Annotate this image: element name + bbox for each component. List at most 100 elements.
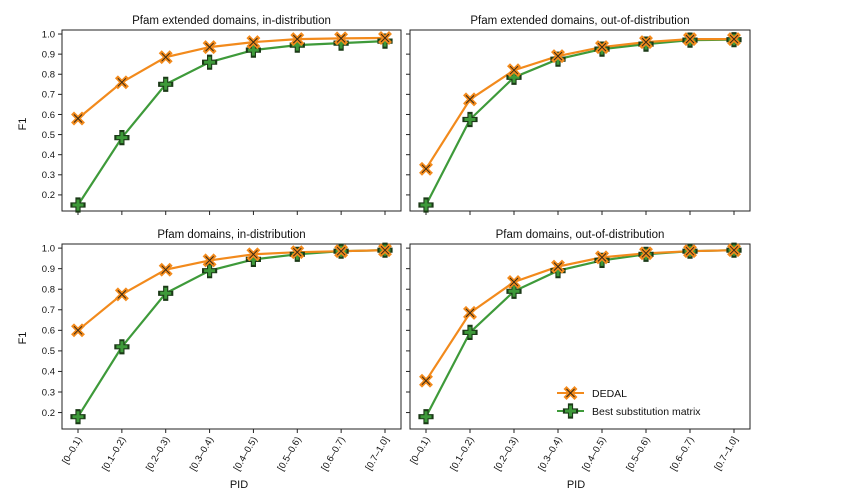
point-matrix (245, 42, 261, 58)
y-tick-label: 0.6 (42, 326, 55, 337)
y-tick-label: 0.3 (42, 170, 55, 181)
x-tick-label: [0–0.1) (408, 435, 432, 466)
point-outline (205, 256, 214, 265)
point-outline (205, 42, 214, 52)
point-dedal (419, 373, 433, 388)
y-tick-label: 0.3 (42, 387, 55, 398)
point-matrix (506, 283, 522, 299)
y-tick-label: 0.5 (42, 130, 55, 141)
point-outline (380, 245, 390, 255)
legend-label-matrix: Best substitution matrix (592, 406, 701, 418)
legend-marker-matrix (562, 403, 579, 419)
point-dedal (595, 250, 609, 265)
plot-frame (61, 243, 402, 430)
point-dedal (71, 323, 85, 338)
x-axis-label-left: PID (230, 479, 248, 491)
y-axis-label-bottom: F1 (17, 332, 29, 345)
point-dedal (71, 111, 85, 126)
y-tick-label: 0.8 (42, 70, 55, 81)
point-fill (508, 71, 520, 83)
y-tick-label: 0.5 (42, 346, 55, 357)
point-dedal (202, 40, 217, 55)
point-dedal (202, 253, 217, 268)
point-fill (464, 114, 476, 125)
point-fill (464, 326, 476, 338)
point-matrix (202, 263, 218, 279)
point-dedal (463, 305, 477, 320)
point-outline (73, 114, 83, 123)
x-tick-label: [0.5–0.6) (624, 435, 652, 473)
x-tick-label: [0.7–1.0] (713, 435, 741, 473)
point-dedal (551, 259, 565, 274)
point-outline (421, 376, 431, 386)
point-dedal (114, 287, 129, 302)
panel-title: Pfam domains, in-distribution (157, 229, 305, 241)
point-dedal (507, 63, 521, 78)
y-tick-label: 1.0 (42, 29, 55, 40)
point-dedal (246, 247, 261, 262)
x-tick-label: [0–0.1) (60, 435, 84, 466)
point-matrix (70, 409, 86, 425)
plot-frame (61, 29, 402, 212)
x-tick-label: [0.1–0.2) (448, 435, 476, 473)
point-outline (729, 34, 739, 44)
point-outline (249, 37, 258, 47)
y-axis-label-top: F1 (17, 118, 29, 131)
y-tick-label: 0.2 (42, 408, 55, 419)
point-dedal (334, 31, 349, 46)
point-dedal (551, 49, 565, 64)
x-tick-label: [0.1–0.2) (100, 435, 128, 473)
point-dedal (419, 161, 433, 176)
point-matrix (418, 409, 434, 425)
y-tick-label: 0.4 (42, 367, 55, 378)
point-dedal (246, 35, 261, 50)
y-tick-label: 0.9 (42, 49, 55, 60)
x-tick-label: [0.2–0.3) (492, 435, 520, 473)
panel-2: Pfam extended domains, out-of-distributi… (406, 15, 751, 215)
point-fill (420, 199, 432, 211)
point-outline (117, 290, 127, 299)
point-outline (465, 95, 475, 104)
x-tick-label: [0.4–0.5) (580, 435, 608, 473)
point-outline (729, 245, 739, 255)
point-dedal (158, 262, 173, 277)
point-fill (72, 199, 84, 211)
point-outline (421, 164, 431, 174)
point-matrix (418, 197, 434, 213)
point-dedal (595, 40, 609, 55)
legend: DEDAL Best substitution matrix (557, 386, 701, 419)
panel-title: Pfam extended domains, out-of-distributi… (470, 15, 689, 27)
panel-1: Pfam extended domains, in-distribution 0.… (42, 15, 402, 215)
point-matrix (158, 76, 174, 92)
point-dedal (683, 32, 697, 47)
legend-marker-dedal (563, 386, 578, 400)
x-tick-label: [0.3–0.4) (536, 435, 564, 473)
y-tick-label: 0.7 (42, 90, 55, 101)
point-outline (509, 277, 519, 287)
point-dedal (290, 245, 305, 260)
point-outline (380, 33, 390, 43)
point-outline (161, 265, 171, 275)
x-tick-label: [0.3–0.4) (188, 435, 216, 473)
point-dedal (114, 75, 129, 90)
y-tick-label: 0.2 (42, 190, 55, 201)
x-tick-label: [0.6–0.7) (319, 435, 347, 473)
point-dedal (463, 92, 477, 107)
y-tick-label: 0.8 (42, 285, 55, 296)
y-tick-label: 0.6 (42, 110, 55, 121)
y-tick-label: 0.9 (42, 264, 55, 275)
point-outline (336, 34, 346, 43)
x-tick-label: [0.7–1.0] (364, 435, 392, 473)
point-outline (509, 65, 519, 75)
point-matrix (462, 324, 478, 340)
point-dedal (727, 32, 741, 47)
point-outline (292, 247, 302, 257)
point-dedal (639, 35, 653, 50)
series-line-matrix (77, 249, 386, 418)
point-outline (553, 51, 563, 61)
series-line-matrix (77, 40, 386, 206)
point-dedal (507, 275, 521, 289)
point-dedal (334, 244, 349, 259)
point-outline (553, 262, 563, 271)
point-outline (465, 308, 475, 318)
